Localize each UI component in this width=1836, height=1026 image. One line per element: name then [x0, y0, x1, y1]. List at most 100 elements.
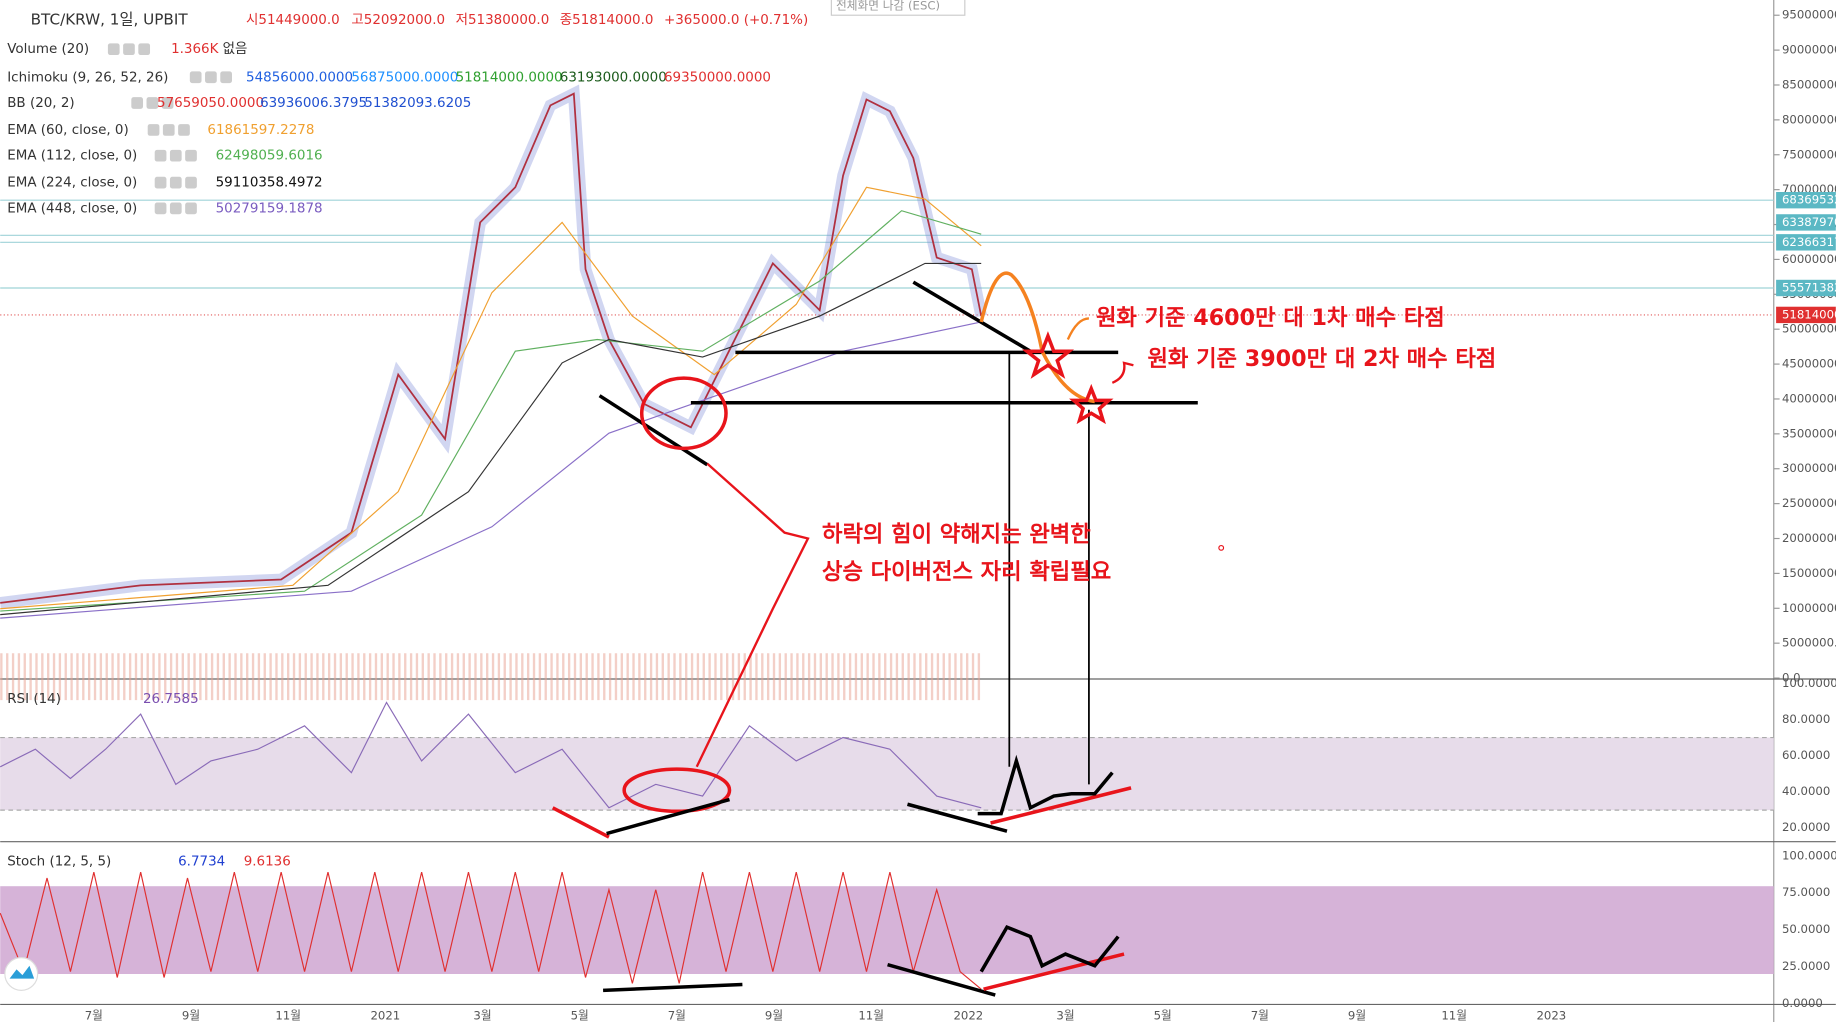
indicator-icon[interactable]	[161, 97, 174, 109]
price-highlight-label: 62366317	[1782, 235, 1836, 249]
price-axis-label: 5000000.0	[1782, 636, 1836, 650]
indicator-icon[interactable]	[220, 71, 232, 84]
price-axis-label: 45000000.0	[1782, 357, 1836, 371]
indicator-value: 57659050.0000	[157, 96, 264, 111]
rsi-axis-label: 100.0000	[1782, 676, 1836, 690]
indicator-icon[interactable]	[138, 43, 151, 56]
price-axis-label: 30000000.0	[1782, 461, 1836, 475]
stoch-axis-label: 25.0000	[1782, 959, 1830, 973]
indicator-icon[interactable]	[169, 149, 182, 162]
price-axis-label: 95000000.0	[1782, 8, 1836, 22]
indicator-icon[interactable]	[131, 97, 144, 109]
indicator-value: 51382093.6205	[364, 96, 471, 111]
time-axis-label: 7월	[85, 1009, 103, 1022]
price-axis-label: 85000000.0	[1782, 77, 1836, 91]
indicator-icon[interactable]	[185, 202, 197, 215]
indicator-value: 62498059.6016	[216, 149, 323, 164]
annotation: 하락의 힘이 약해지는 완벽한	[822, 521, 1091, 547]
annotation: 원화 기준 4600만 대 1차 매수 타점	[1096, 305, 1445, 331]
indicator-value: 50279159.1878	[216, 201, 323, 216]
indicator-icon[interactable]	[205, 71, 217, 84]
indicator-value: 63936006.3795	[260, 96, 367, 111]
price-axis-label: 40000000.0	[1782, 391, 1836, 405]
price-decoration	[0, 84, 987, 990]
indicator-name[interactable]: Ichimoku (9, 26, 52, 26)	[7, 70, 168, 85]
indicator-icon[interactable]	[107, 43, 120, 56]
time-axis-label: 2022	[953, 1009, 983, 1022]
price-axis-label: 80000000.0	[1782, 112, 1836, 126]
indicator-icon[interactable]	[185, 149, 197, 162]
exit-button[interactable]	[830, 0, 966, 16]
indicator-value: 없음	[223, 41, 248, 57]
indicator-icon[interactable]	[147, 124, 160, 136]
price-highlight	[1776, 306, 1836, 324]
time-axis-label: 2023	[1536, 1009, 1566, 1022]
indicator-name[interactable]: BB (20, 2)	[7, 96, 74, 111]
rsi-axis-label: 80.0000	[1782, 712, 1830, 726]
ohlc-value: 저51380000.0	[456, 12, 550, 28]
price-highlight	[1776, 234, 1836, 251]
time-axis-label: 11월	[858, 1009, 884, 1022]
stoch-name: Stoch (12, 5, 5)	[7, 855, 111, 870]
price-highlight-label: 55571382	[1782, 280, 1836, 294]
price-axis-label: 20000000.0	[1782, 531, 1836, 545]
price-highlight-label: 63387970	[1782, 215, 1836, 229]
time-axis-label: 2021	[370, 1009, 400, 1022]
price-highlight	[1776, 191, 1836, 209]
stoch-axis-label: 100.0000	[1782, 848, 1836, 862]
price-axis-label: 15000000.0	[1782, 566, 1836, 580]
indicator-icon[interactable]	[178, 124, 190, 136]
indicator-name[interactable]: EMA (112, close, 0)	[7, 149, 137, 164]
indicator-name[interactable]: EMA (224, close, 0)	[7, 176, 137, 191]
indicator-icon[interactable]	[185, 176, 197, 189]
indicator-icon[interactable]	[154, 149, 167, 162]
time-axis-label: 11월	[1441, 1009, 1467, 1022]
indicator-icon[interactable]	[123, 43, 135, 56]
stoch-axis-label: 75.0000	[1782, 885, 1830, 899]
time-axis-label: 7월	[1251, 1009, 1269, 1022]
indicator-value: 56875000.0000	[351, 70, 458, 85]
annotations-drawing	[551, 271, 1225, 997]
time-axis-label: 9월	[182, 1009, 200, 1022]
rsi-axis-label: 60.0000	[1782, 748, 1830, 762]
indicator-icon[interactable]	[146, 97, 159, 109]
indicator-icon[interactable]	[169, 176, 182, 189]
price-highlight	[1776, 279, 1836, 297]
stoch-axis-label: 50.0000	[1782, 922, 1830, 936]
ohlc-value: 고52092000.0	[351, 13, 445, 28]
price-highlight-label: 51814000	[1782, 307, 1836, 321]
indicator-icon[interactable]	[154, 176, 167, 189]
exit-button-label[interactable]: 전체화면 나감 (ESC)	[836, 0, 940, 12]
rsi-axis-label: 20.0000	[1782, 820, 1830, 834]
price-axis-label: 25000000.0	[1782, 496, 1836, 510]
price-axis-label: 60000000.0	[1782, 252, 1836, 266]
indicator-icon[interactable]	[169, 202, 182, 215]
indicator-value: 69350000.0000	[664, 70, 771, 85]
indicator-icon[interactable]	[189, 71, 202, 84]
annotation: 원화 기준 3900만 대 2차 매수 타점	[1147, 346, 1496, 372]
indicator-value: 59110358.4972	[216, 176, 323, 191]
time-axis-label: 9월	[1348, 1009, 1366, 1022]
ohlc-value: +365000.0 (+0.71%)	[664, 13, 808, 28]
indicator-value: 51814000.0000	[456, 70, 563, 85]
time-axis-label: 7월	[668, 1009, 686, 1022]
rsi-axis-label: 40.0000	[1782, 784, 1830, 798]
indicator-value: 61861597.2278	[207, 123, 314, 138]
time-axis-label: 3월	[473, 1009, 491, 1022]
indicator-name[interactable]: EMA (448, close, 0)	[7, 201, 137, 216]
price-axis-label: 10000000.0	[1782, 601, 1836, 615]
time-axis-label: 5월	[571, 1009, 589, 1022]
time-axis-label: 11월	[275, 1009, 301, 1022]
indicator-name[interactable]: EMA (60, close, 0)	[7, 123, 129, 138]
symbol[interactable]: BTC/KRW, 1일, UPBIT	[31, 10, 189, 28]
time-axis-label: 9월	[765, 1009, 783, 1022]
indicator-icon[interactable]	[162, 124, 175, 136]
ohlc-value: 종51814000.0	[560, 13, 654, 28]
annotation: 상승 다이버전스 자리 확립필요	[822, 559, 1111, 585]
price-axis-label: 0.0	[1782, 671, 1801, 685]
indicator-value: 63193000.0000	[560, 70, 667, 85]
indicator-icon[interactable]	[154, 202, 167, 215]
indicator-name[interactable]: Volume (20)	[7, 42, 89, 57]
